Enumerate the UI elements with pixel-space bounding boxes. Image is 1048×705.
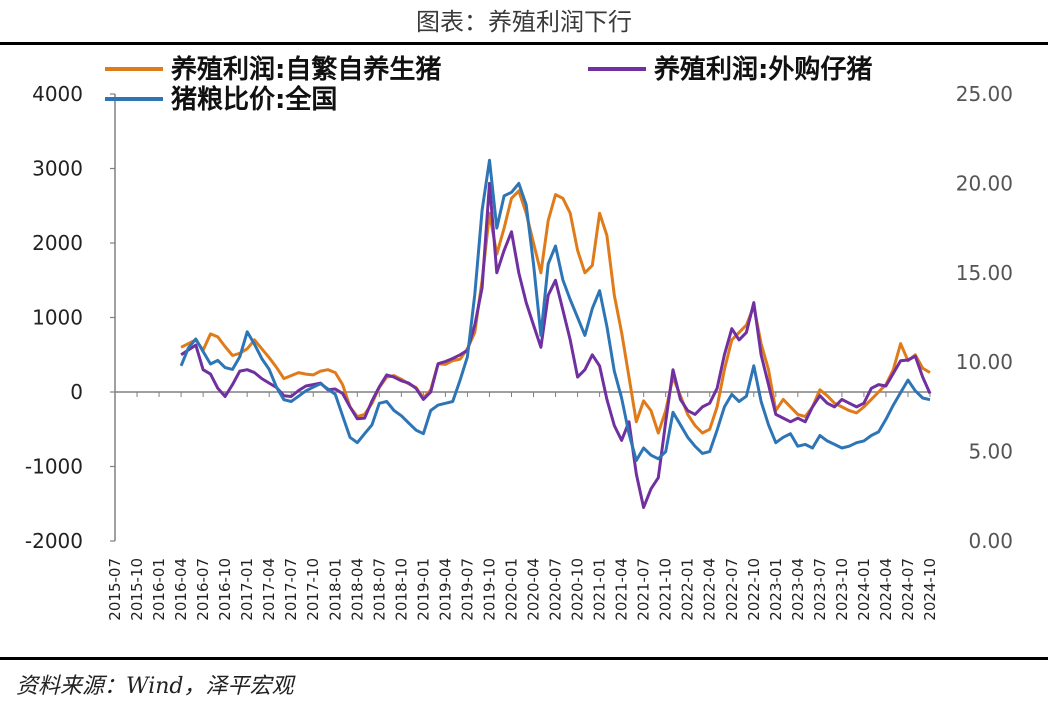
right-y-tick-label: 20.00 [956,171,1013,195]
x-tick-label: 2017-07 [282,558,300,621]
x-tick-label: 2018-10 [392,558,410,621]
x-tick-label: 2020-04 [525,558,543,621]
x-tick-label: 2018-01 [326,558,344,621]
right-y-tick-label: 10.00 [956,350,1013,374]
x-tick-label: 2023-04 [789,558,807,621]
right-y-tick-label: 25.00 [956,82,1013,106]
x-tick-label: 2024-04 [877,558,895,621]
x-tick-label: 2016-07 [194,558,212,621]
x-tick-label: 2023-07 [811,558,829,621]
x-tick-label: 2022-10 [745,558,763,621]
x-tick-label: 2017-01 [238,558,256,621]
x-tick-label: 2021-01 [591,558,609,621]
x-tick-label: 2021-10 [657,558,675,621]
left-y-tick-label: -2000 [25,529,83,553]
x-tick-label: 2019-01 [414,558,432,621]
x-tick-label: 2017-04 [260,558,278,621]
x-tick-label: 2020-10 [569,558,587,621]
x-tick-label: 2017-10 [304,558,322,621]
x-tick-label: 2019-10 [480,558,498,621]
series-group [179,158,932,509]
x-tick-label: 2016-04 [172,558,190,621]
series-line-1 [180,189,931,435]
top-rule [0,42,1048,45]
x-tick-label: 2019-04 [436,558,454,621]
x-tick-label: 2015-10 [128,558,146,621]
right-y-tick-label: 0.00 [968,529,1013,553]
x-tick-label: 2024-10 [921,558,939,621]
x-tick-label: 2022-07 [723,558,741,621]
x-tick-label: 2020-01 [502,558,520,621]
x-tick-label: 2016-10 [216,558,234,621]
x-tick-label: 2019-07 [458,558,476,621]
x-tick-label: 2018-04 [348,558,366,621]
left-y-tick-label: 3000 [32,157,83,181]
chart-svg: 4000 3000 2000 1000 0 -1000 -2000 25.00 20.00 15.… [25,54,1013,621]
left-y-tick-label: -1000 [25,455,83,479]
legend-label-3: 猪粮比价:全国 [171,84,337,115]
legend-label-2: 养殖利润:外购仔猪 [653,54,872,85]
x-tick-label: 2021-04 [613,558,631,621]
x-tick-label: 2023-01 [767,558,785,621]
x-tick-label: 2023-10 [833,558,851,621]
x-tick-label: 2021-07 [635,558,653,621]
x-tick-label: 2024-07 [899,558,917,621]
series-line-3 [179,158,931,462]
series-line-2 [180,181,932,509]
x-tick-label: 2020-07 [547,558,565,621]
left-y-tick-label: 2000 [32,231,83,255]
left-y-tick-label: 1000 [32,306,83,330]
x-tick-label: 2015-07 [106,558,124,621]
x-tick-label: 2022-01 [679,558,697,621]
axes-group: 4000 3000 2000 1000 0 -1000 -2000 25.00 20.00 15.… [25,82,1013,621]
source-note: 资料来源：Wind，泽平宏观 [16,674,294,699]
left-y-tick-label: 0 [70,380,83,404]
bottom-rule [0,657,1048,660]
chart-title: 图表：养殖利润下行 [416,8,632,36]
x-tick-label: 2018-07 [370,558,388,621]
legend-label-1: 养殖利润:自繁自养生猪 [170,54,441,85]
x-tick-label: 2016-01 [150,558,168,621]
right-y-tick-label: 5.00 [968,440,1013,464]
left-y-tick-label: 4000 [32,82,83,106]
right-y-tick-label: 15.00 [956,261,1013,285]
x-tick-label: 2024-01 [855,558,873,621]
x-tick-label: 2022-04 [701,558,719,621]
